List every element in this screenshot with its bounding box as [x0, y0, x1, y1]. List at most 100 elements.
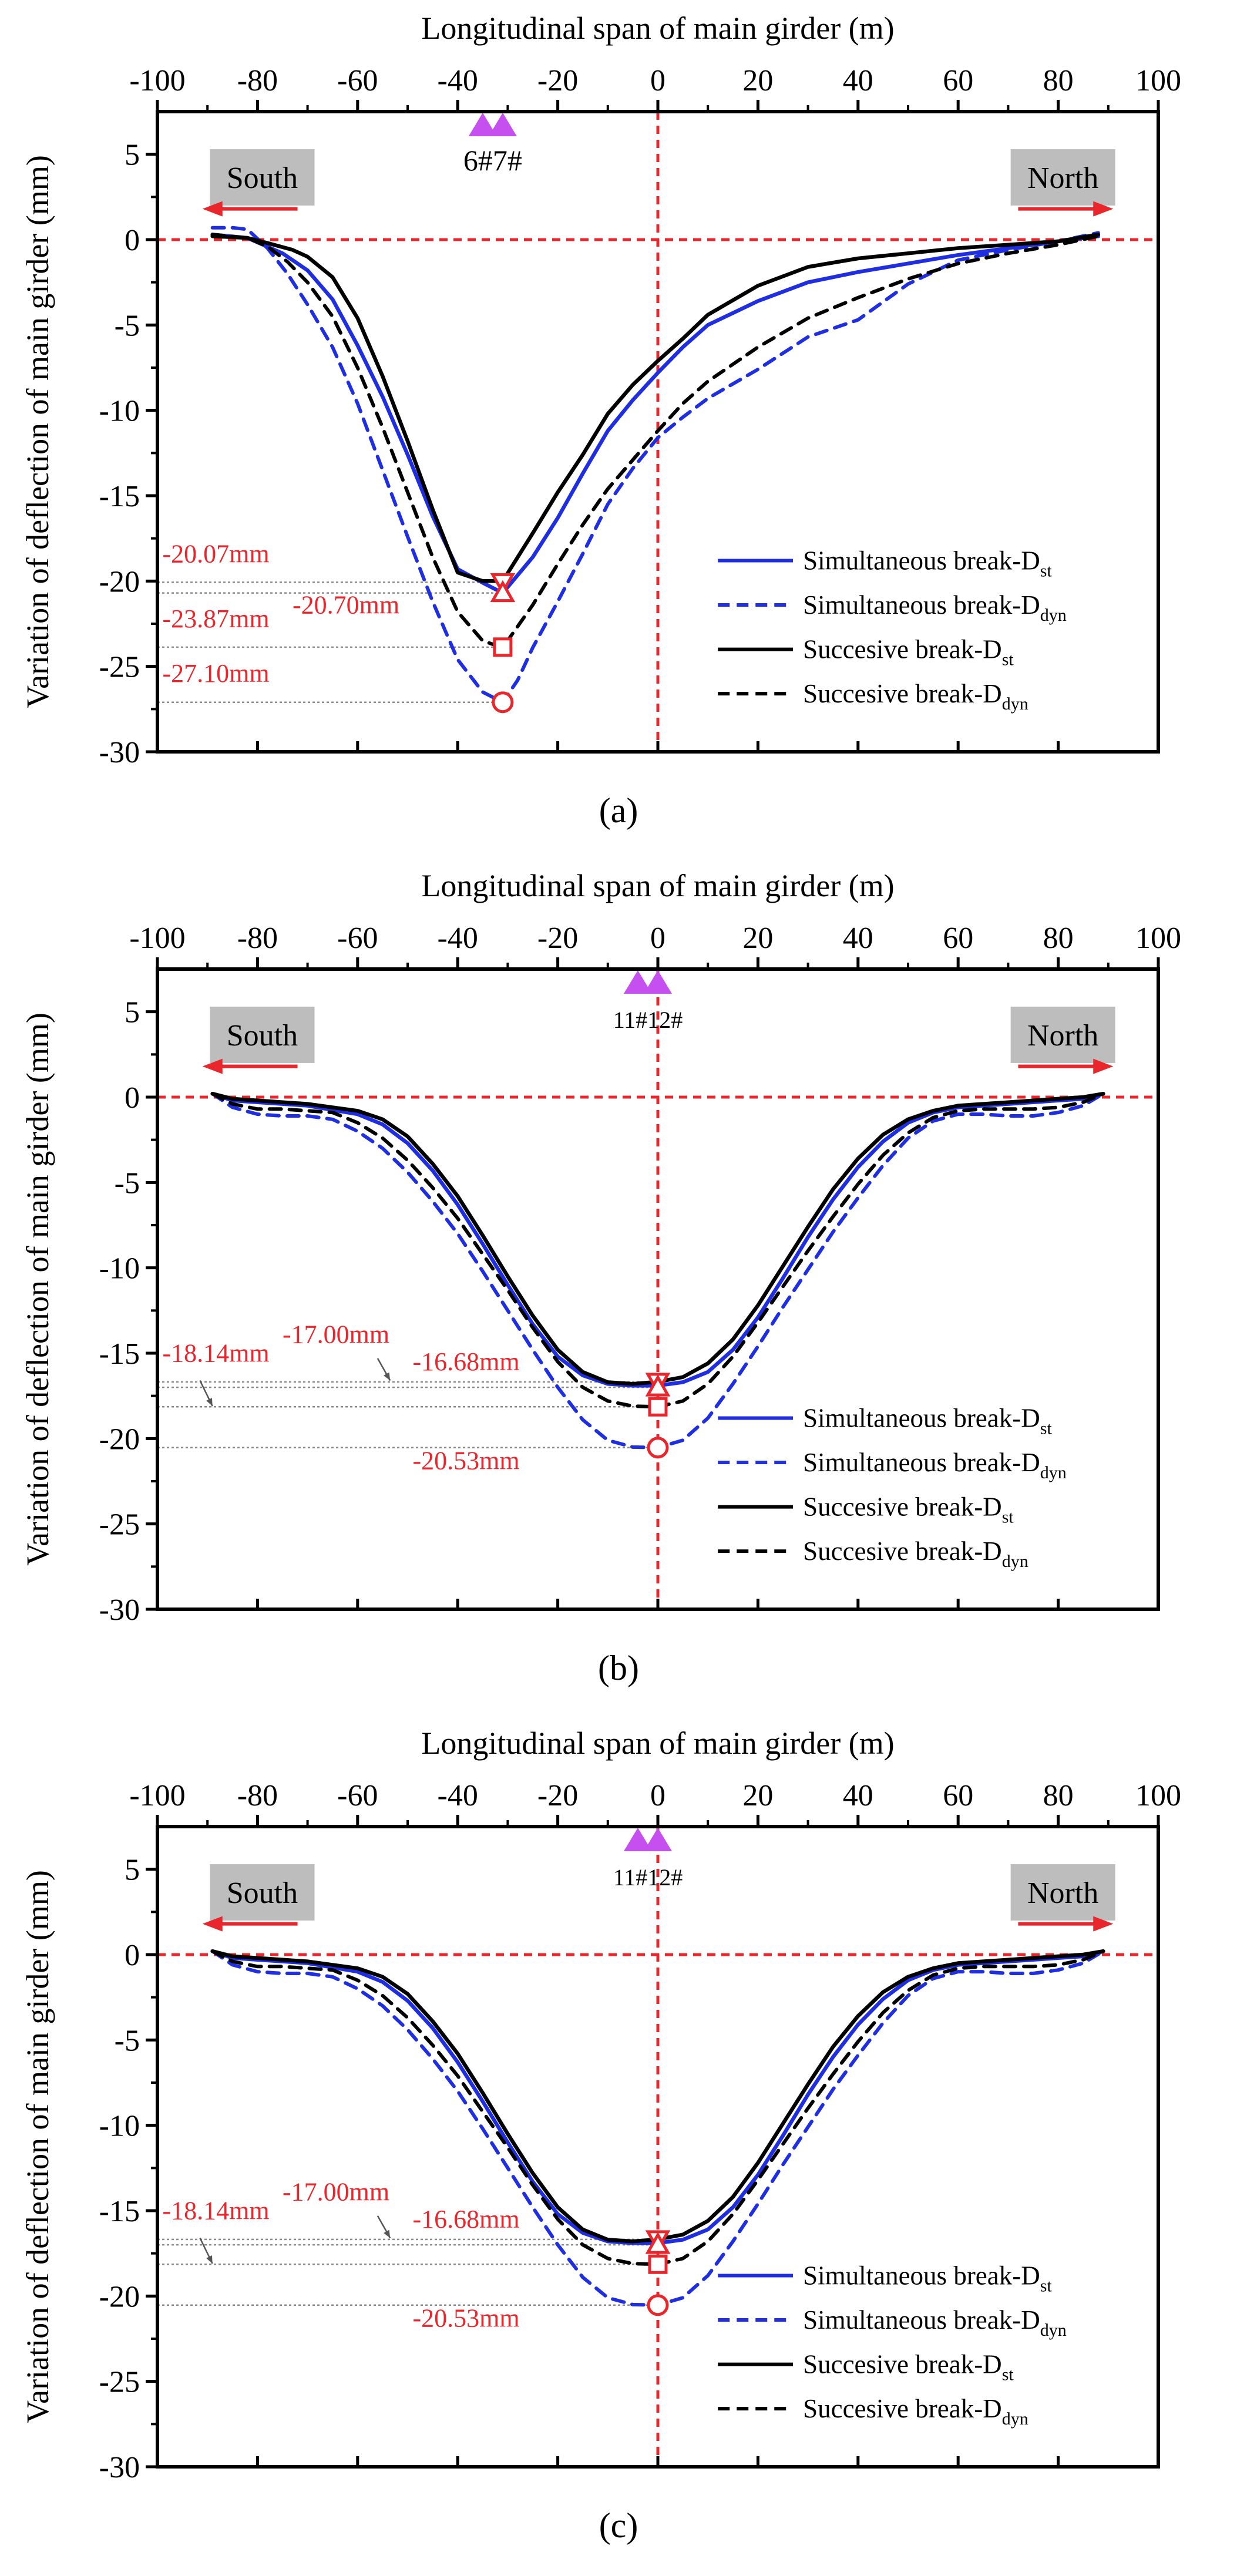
x-tick-label: -40	[438, 1779, 478, 1812]
south-arrow-head	[202, 201, 223, 217]
x-tick-label: 60	[943, 1779, 973, 1812]
legend-label: Simultaneous break-Ddyn	[803, 590, 1067, 625]
legend-label-subscript: dyn	[1040, 606, 1067, 625]
x-tick-label: 100	[1135, 64, 1181, 97]
y-axis-title: Variation of deflection of main girder (…	[20, 1013, 55, 1566]
annotation-label: -17.00mm	[283, 2178, 389, 2207]
x-tick-label: -100	[129, 64, 185, 97]
annotation-label: -20.70mm	[293, 591, 399, 620]
x-tick-label: -80	[237, 1779, 278, 1812]
legend-label: Simultaneous break-Ddyn	[803, 2305, 1067, 2340]
panel-label: (a)	[599, 791, 638, 830]
series-line-2	[210, 233, 1101, 583]
legend-label-subscript: dyn	[1040, 2321, 1067, 2340]
legend-label-text: Simultaneous break-D	[803, 590, 1040, 620]
north-arrow-head	[1093, 1058, 1114, 1074]
x-tick-label: 0	[650, 922, 665, 955]
legend-label: Succesive break-Dst	[803, 1492, 1014, 1527]
x-tick-label: 40	[843, 1779, 873, 1812]
support-triangle	[623, 970, 652, 994]
legend-label: Succesive break-Ddyn	[803, 679, 1028, 714]
y-tick-label: -25	[99, 2366, 140, 2399]
y-tick-label: -15	[99, 480, 140, 513]
chart-panel: -17.00mm -18.14mm -16.68mm -20.53mm South Nor…	[20, 868, 1181, 1687]
x-tick-label: -20	[537, 64, 578, 97]
x-axis-title: Longitudinal span of main girder (m)	[421, 868, 894, 903]
legend-label-subscript: dyn	[1002, 694, 1028, 714]
x-tick-label: 40	[843, 64, 873, 97]
x-tick-label: -80	[237, 64, 278, 97]
legend-label-subscript: st	[1040, 561, 1053, 580]
north-label-box	[1010, 1006, 1115, 1063]
legend-label-subscript: st	[1040, 2276, 1053, 2295]
chart-panel: -20.07mm -20.70mm -23.87mm -27.10mm South Nor…	[20, 11, 1181, 830]
x-tick-label: 0	[650, 64, 665, 97]
x-tick-label: 80	[1043, 922, 1074, 955]
y-tick-label: -20	[99, 1422, 140, 1456]
y-tick-label: -30	[99, 736, 140, 769]
leader-arrow-head	[384, 1372, 391, 1381]
annotation-label: -23.87mm	[163, 604, 270, 633]
y-tick-label: -10	[99, 2110, 140, 2143]
south-label-box	[210, 1006, 315, 1063]
marker-circle	[647, 1437, 669, 1459]
x-tick-label: 0	[650, 1779, 665, 1812]
panel-label: (b)	[598, 1649, 639, 1687]
x-tick-label: -20	[537, 1779, 578, 1812]
legend-label-subscript: st	[1002, 650, 1014, 670]
x-tick-label: -60	[337, 1779, 378, 1812]
x-tick-label: -60	[337, 64, 378, 97]
north-label-box	[1010, 1864, 1115, 1921]
y-tick-label: -25	[99, 1508, 140, 1542]
legend-label: Succesive break-Dst	[803, 2350, 1014, 2385]
y-tick-label: 5	[125, 1854, 140, 1887]
legend-label: Simultaneous break-Dst	[803, 546, 1052, 580]
y-tick-label: -30	[99, 2451, 140, 2484]
support-triangle	[644, 1828, 672, 1851]
series-line-1	[210, 226, 1100, 704]
support-label: 11#12#	[613, 1007, 683, 1033]
south-label: South	[227, 162, 298, 195]
legend-label: Simultaneous break-Dst	[803, 1403, 1052, 1438]
y-tick-label: 0	[125, 1081, 140, 1115]
annotation-label: -20.07mm	[163, 539, 270, 568]
south-label-box	[210, 1864, 315, 1921]
chart-panel: -17.00mm -18.14mm -16.68mm -20.53mm South Nor…	[20, 1726, 1181, 2545]
y-tick-label: -10	[99, 395, 140, 428]
y-tick-label: -5	[115, 1166, 140, 1200]
legend-label-text: Succesive break-D	[803, 2394, 1002, 2423]
y-tick-label: -5	[115, 2024, 140, 2057]
y-tick-label: -20	[99, 2280, 140, 2313]
annotation-label: -20.53mm	[413, 1447, 520, 1475]
annotation-label: -18.14mm	[163, 2197, 270, 2225]
legend-label-subscript: dyn	[1002, 1552, 1028, 1571]
legend-label-text: Succesive break-D	[803, 1492, 1002, 1522]
legend-label-text: Simultaneous break-D	[803, 2261, 1040, 2290]
y-tick-label: -15	[99, 2195, 140, 2228]
x-tick-label: -40	[438, 64, 478, 97]
legend-label: Simultaneous break-Dst	[803, 2261, 1052, 2295]
support-triangle	[644, 970, 672, 994]
north-arrow-head	[1093, 201, 1114, 217]
annotation-label: -20.53mm	[413, 2304, 520, 2333]
marker-triangle	[645, 1374, 671, 1397]
south-label: South	[227, 1876, 298, 1910]
x-tick-label: -20	[537, 922, 578, 955]
legend-label-subscript: dyn	[1002, 2409, 1028, 2429]
support-label: 11#12#	[613, 1864, 683, 1891]
x-axis-title: Longitudinal span of main girder (m)	[421, 1726, 894, 1761]
x-tick-label: -100	[129, 922, 185, 955]
south-label: South	[227, 1019, 298, 1052]
x-tick-label: -40	[438, 922, 478, 955]
marker-square	[648, 2254, 668, 2274]
leader-arrow-head	[384, 2229, 391, 2238]
y-tick-label: -30	[99, 1593, 140, 1627]
series-line-0	[210, 233, 1101, 595]
y-axis-title: Variation of deflection of main girder (…	[20, 155, 55, 708]
north-label-box	[1010, 149, 1115, 206]
x-tick-label: 80	[1043, 64, 1074, 97]
north-label: North	[1027, 162, 1098, 195]
y-tick-label: -10	[99, 1252, 140, 1286]
legend-label-subscript: dyn	[1040, 1463, 1067, 1482]
